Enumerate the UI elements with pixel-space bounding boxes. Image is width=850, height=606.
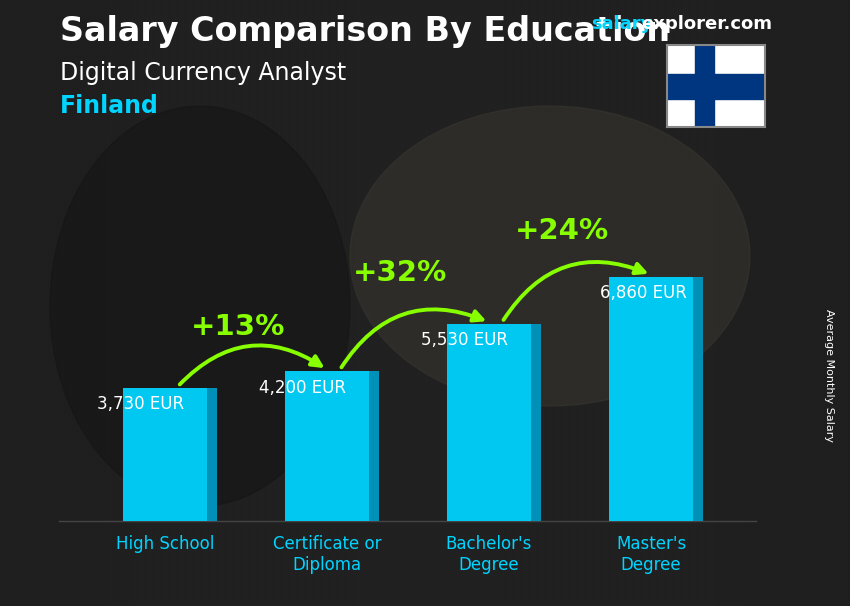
Polygon shape <box>207 388 217 521</box>
Polygon shape <box>369 371 379 521</box>
Bar <box>609 276 694 521</box>
Text: explorer.com: explorer.com <box>642 15 773 33</box>
Bar <box>695 45 714 127</box>
Ellipse shape <box>350 106 750 406</box>
Text: +13%: +13% <box>190 313 285 341</box>
Bar <box>122 388 207 521</box>
Bar <box>447 324 531 521</box>
Bar <box>285 371 369 521</box>
Text: 4,200 EUR: 4,200 EUR <box>259 379 346 396</box>
Text: Average Monthly Salary: Average Monthly Salary <box>824 309 834 442</box>
Polygon shape <box>531 324 541 521</box>
Text: +32%: +32% <box>353 259 447 287</box>
Text: Digital Currency Analyst: Digital Currency Analyst <box>60 61 346 85</box>
Ellipse shape <box>50 106 350 506</box>
Text: 6,860 EUR: 6,860 EUR <box>599 284 687 302</box>
Text: salary: salary <box>591 15 652 33</box>
Polygon shape <box>694 276 703 521</box>
Text: Salary Comparison By Education: Salary Comparison By Education <box>60 15 670 48</box>
Text: +24%: +24% <box>515 216 609 245</box>
Text: 5,530 EUR: 5,530 EUR <box>422 331 508 349</box>
Text: 3,730 EUR: 3,730 EUR <box>97 395 184 413</box>
Bar <box>667 74 765 99</box>
Text: Finland: Finland <box>60 94 158 118</box>
